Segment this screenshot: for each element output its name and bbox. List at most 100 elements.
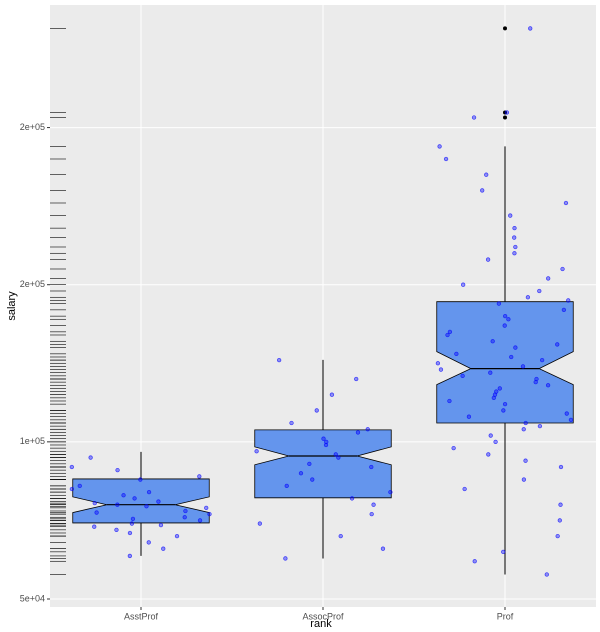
jitter-point — [488, 370, 493, 375]
jitter-point — [69, 486, 75, 492]
jitter-point — [92, 500, 97, 506]
jitter-point — [496, 301, 502, 306]
jitter-point — [485, 257, 491, 262]
jitter-point — [539, 357, 545, 363]
jitter-point — [92, 524, 97, 529]
jitter-point — [525, 295, 531, 300]
jitter-point — [207, 511, 212, 517]
jitter-point — [488, 433, 493, 438]
jitter-point — [501, 408, 506, 413]
jitter-point — [568, 417, 574, 422]
jitter-point — [130, 516, 136, 521]
jitter-point — [156, 499, 161, 504]
jitter-point — [461, 282, 466, 287]
jitter-point — [354, 376, 359, 382]
jitter-point — [533, 379, 538, 385]
jitter-point — [333, 452, 338, 457]
jitter-point — [437, 144, 442, 149]
jitter-point — [158, 522, 164, 528]
jitter-point — [521, 427, 526, 432]
jitter-point — [502, 323, 507, 328]
jitter-point — [521, 477, 527, 482]
jitter-point — [445, 332, 450, 338]
jitter-point — [121, 493, 126, 498]
jitter-point — [447, 398, 452, 404]
jitter-point — [502, 401, 508, 407]
jitter-point — [197, 474, 202, 479]
jitter-point — [558, 502, 563, 507]
y-tick-label: 1e+05 — [20, 436, 45, 446]
jitter-point — [451, 445, 456, 451]
jitter-point — [355, 430, 361, 435]
jitter-point — [480, 188, 485, 193]
jitter-point — [127, 530, 133, 536]
jitter-point — [504, 110, 510, 115]
jitter-point — [555, 342, 560, 347]
jitter-point — [114, 527, 119, 532]
jitter-point — [512, 251, 517, 256]
jitter-point — [197, 518, 203, 523]
jitter-point — [438, 367, 444, 372]
jitter-point — [546, 276, 551, 281]
jitter-point — [528, 26, 533, 31]
jitter-point — [338, 533, 343, 539]
jitter-point — [486, 452, 491, 457]
jitter-point — [512, 235, 517, 240]
jitter-point — [324, 439, 329, 444]
jitter-point — [129, 521, 135, 526]
jitter-point — [493, 439, 498, 444]
jitter-point — [289, 420, 294, 426]
jitter-point — [365, 427, 370, 432]
jitter-point — [369, 464, 374, 470]
jitter-point — [127, 553, 132, 559]
x-axis-title: rank — [310, 618, 332, 630]
jitter-point — [512, 225, 517, 231]
jitter-point — [283, 556, 288, 561]
jitter-point — [146, 540, 151, 545]
jitter-point — [460, 373, 465, 378]
jitter-point — [513, 244, 518, 250]
y-tick-label: 5e+04 — [20, 593, 45, 603]
box — [72, 478, 210, 524]
jitter-point — [388, 489, 393, 495]
jitter-point — [544, 572, 549, 577]
jitter-point — [371, 502, 376, 507]
jitter-point — [314, 408, 319, 413]
jitter-point — [69, 464, 74, 470]
jitter-point — [537, 288, 542, 294]
jitter-point — [513, 345, 518, 350]
jitter-point — [115, 502, 120, 507]
jitter-point — [146, 489, 152, 495]
outlier — [503, 115, 507, 120]
jitter-point — [174, 533, 180, 539]
jitter-point — [443, 156, 449, 162]
jitter-point — [380, 546, 386, 551]
jitter-point — [472, 559, 477, 564]
jitter-point — [88, 455, 93, 460]
jitter-point — [557, 518, 562, 523]
jitter-point — [161, 546, 166, 551]
jitter-point — [77, 483, 82, 488]
box — [436, 301, 574, 424]
jitter-point — [115, 467, 120, 473]
jitter-point — [94, 510, 99, 515]
jitter-point — [545, 383, 551, 388]
jitter-point — [349, 496, 355, 501]
jitter-point — [490, 339, 495, 344]
jitter-point — [257, 521, 263, 526]
jitter-point — [323, 442, 329, 448]
y-tick-label: 2e+05 — [20, 279, 45, 289]
jitter-point — [132, 496, 137, 501]
jitter-point — [560, 266, 565, 272]
jitter-point — [369, 511, 374, 517]
jitter-point — [520, 364, 526, 369]
jitter-point — [523, 420, 528, 426]
jitter-point — [329, 392, 335, 397]
jitter-point — [509, 354, 514, 360]
jitter-point — [310, 477, 315, 482]
jitter-point — [284, 483, 289, 488]
jitter-point — [555, 533, 560, 539]
jitter-point — [471, 115, 477, 120]
jitter-point — [307, 461, 312, 466]
